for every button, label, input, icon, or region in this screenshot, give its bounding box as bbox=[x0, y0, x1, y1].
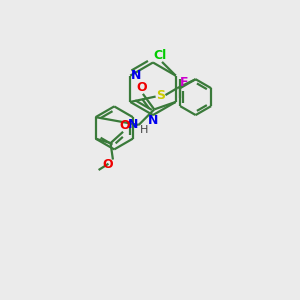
Text: N: N bbox=[130, 69, 141, 82]
Text: O: O bbox=[137, 81, 147, 94]
Text: O: O bbox=[102, 158, 113, 171]
Text: H: H bbox=[140, 125, 148, 135]
Text: N: N bbox=[148, 114, 158, 127]
Text: Cl: Cl bbox=[153, 49, 166, 62]
Text: O: O bbox=[119, 119, 130, 132]
Text: N: N bbox=[128, 118, 139, 131]
Text: S: S bbox=[157, 88, 166, 102]
Text: F: F bbox=[179, 76, 188, 89]
